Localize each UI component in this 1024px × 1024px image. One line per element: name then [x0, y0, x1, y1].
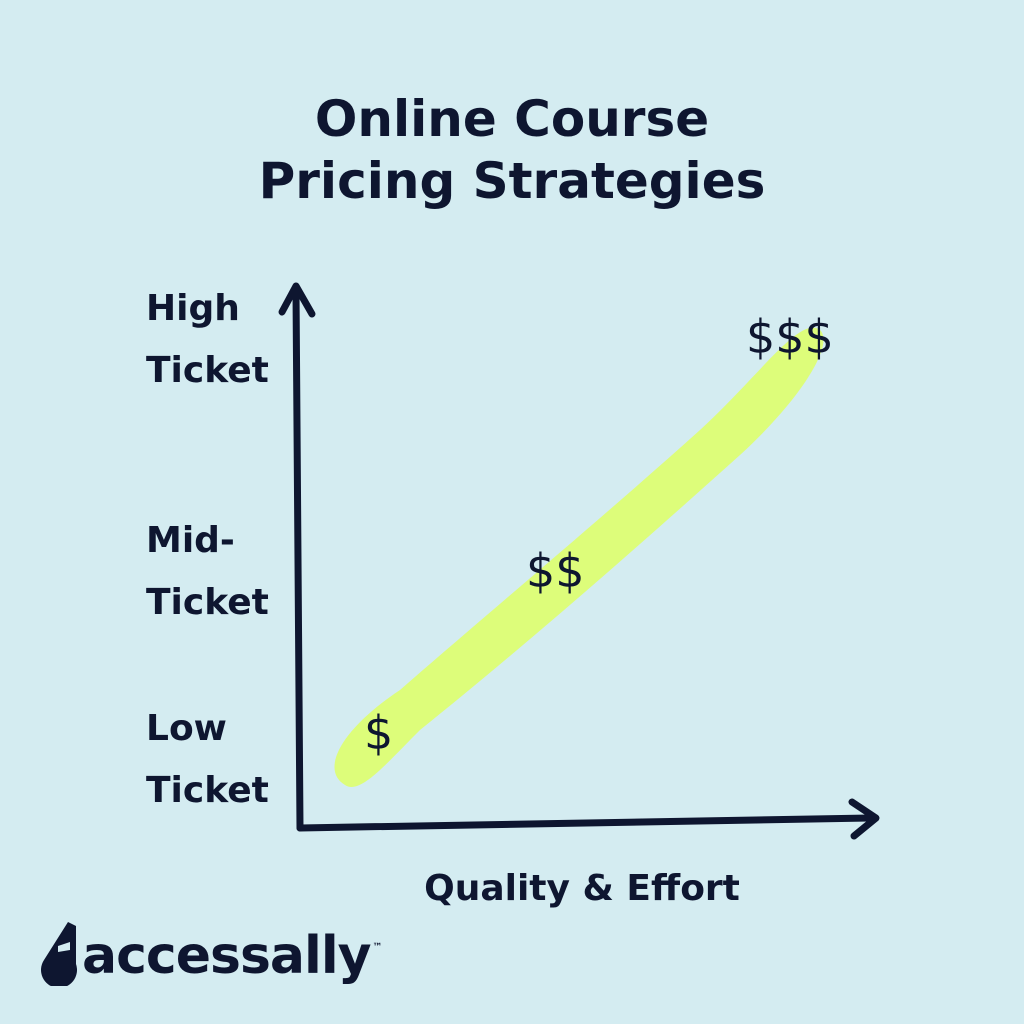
tier-low: $ — [364, 706, 394, 760]
y-label-line: Ticket — [146, 350, 269, 391]
y-label-line: Ticket — [146, 770, 269, 811]
y-label-line: Ticket — [146, 582, 269, 623]
logo: accessally ™ — [38, 920, 383, 986]
title-line-1: Online Course — [314, 90, 710, 148]
trademark: ™ — [372, 942, 383, 953]
y-axis-line — [292, 288, 304, 832]
y-label-line: High — [146, 288, 240, 329]
y-label-line: Mid- — [146, 520, 235, 561]
title: Online Course Pricing Strategies — [0, 88, 1024, 212]
y-label-high: High Ticket — [146, 278, 269, 402]
title-line-2: Pricing Strategies — [258, 152, 766, 210]
y-label-line: Low — [146, 708, 227, 749]
y-label-low: Low Ticket — [146, 698, 269, 822]
logo-text: accessally — [82, 926, 372, 986]
logo-drop-icon — [41, 922, 77, 986]
tier-high: $$$ — [746, 310, 834, 364]
y-label-mid: Mid- Ticket — [146, 510, 269, 634]
x-axis-label: Quality & Effort — [424, 868, 740, 909]
highlight-band — [334, 327, 824, 787]
x-axis-arrowhead — [848, 798, 880, 840]
y-axis-arrowhead — [278, 282, 316, 318]
x-axis-line — [296, 814, 874, 832]
tier-mid: $$ — [526, 544, 585, 598]
